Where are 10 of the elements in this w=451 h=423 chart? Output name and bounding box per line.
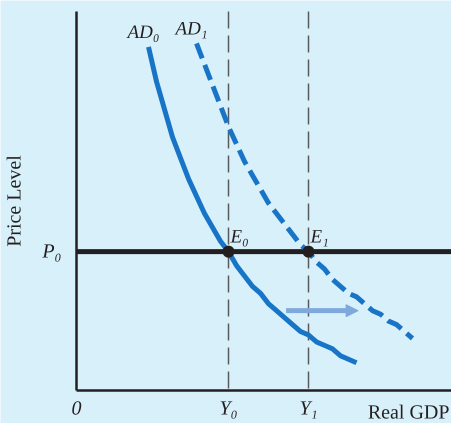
y-axis-title: Price Level	[3, 154, 26, 247]
series-label: AD₁	[174, 18, 208, 40]
x-tick-label: 0	[72, 398, 82, 420]
series-label: AD₀	[126, 22, 160, 43]
annotation: E₁	[310, 226, 329, 248]
annotation: E₀	[230, 226, 249, 248]
x-axis-title: Real GDP	[368, 402, 450, 423]
x-tick-label: Y₀	[219, 398, 238, 420]
ref-line-label: P₀	[41, 240, 62, 263]
x-tick-label: Y₁	[299, 398, 318, 420]
